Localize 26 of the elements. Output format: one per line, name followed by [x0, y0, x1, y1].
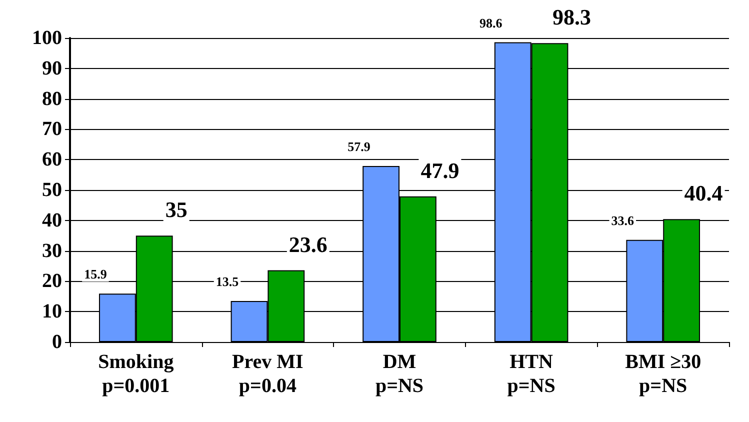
y-tick-label: 30 [42, 240, 62, 262]
x-tick-label: BMI ≥30 p=NS [625, 351, 702, 397]
data-label: 40.4 [684, 180, 723, 206]
data-label: 98.6 [479, 15, 503, 30]
y-tick-label: 70 [42, 118, 62, 140]
y-tick-label: 90 [42, 57, 62, 80]
y-tick-label: 80 [42, 88, 62, 110]
x-tick-label: DM p=NS [375, 351, 424, 397]
data-label: 35 [165, 197, 188, 222]
y-tick-label: 100 [32, 27, 62, 49]
y-tick-label: 60 [42, 148, 62, 171]
y-tick-label: 0 [52, 331, 62, 353]
data-label: 33.6 [611, 212, 635, 228]
data-label: 15.9 [84, 266, 108, 282]
y-tick-label: 20 [42, 270, 62, 292]
x-tick-label: Smoking p=0.001 [98, 351, 174, 397]
data-label: 98.3 [552, 4, 591, 30]
data-label: 57.9 [348, 138, 371, 154]
y-tick-label: 50 [42, 179, 62, 201]
data-label: 47.9 [420, 158, 460, 183]
x-tick-label: HTN p=NS [507, 351, 556, 397]
y-tick-label: 10 [42, 300, 62, 323]
data-label: 23.6 [288, 232, 328, 257]
y-tick-label: 40 [42, 209, 62, 232]
data-label: 13.5 [216, 274, 240, 289]
x-tick-label: Prev MI p=0.04 [232, 351, 304, 397]
